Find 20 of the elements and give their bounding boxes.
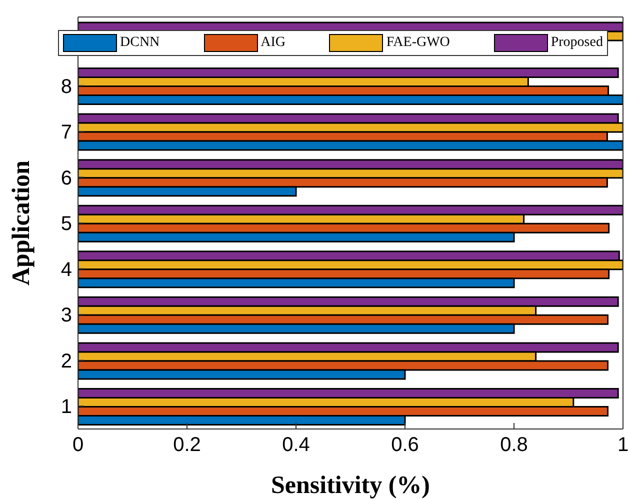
y-tick-label: 5 <box>60 213 72 236</box>
x-tick-label: 0 <box>72 434 84 456</box>
y-tick-label: 4 <box>60 258 72 281</box>
legend-label: Proposed <box>550 34 603 52</box>
y-axis-title: Application <box>8 160 35 286</box>
y-tick-label: 1 <box>60 396 72 418</box>
x-tick-label: 0.4 <box>282 434 310 456</box>
x-tick-label: 1 <box>617 434 628 456</box>
y-tick-label: 6 <box>60 167 72 190</box>
x-axis-title: Sensitivity (%) <box>270 472 430 499</box>
legend-label: FAE-GWO <box>385 34 450 52</box>
y-tick-label: 2 <box>60 350 72 372</box>
x-tick-label: 0.2 <box>173 434 201 456</box>
x-tick-label: 0.8 <box>500 434 528 456</box>
y-tick-label: 8 <box>60 76 72 98</box>
y-tick-label: 3 <box>60 304 72 327</box>
x-tick-label: 0.6 <box>391 434 419 456</box>
legend-label: AIG <box>260 34 286 52</box>
legend-label: DCNN <box>119 34 160 52</box>
y-tick-label: 7 <box>60 122 72 144</box>
